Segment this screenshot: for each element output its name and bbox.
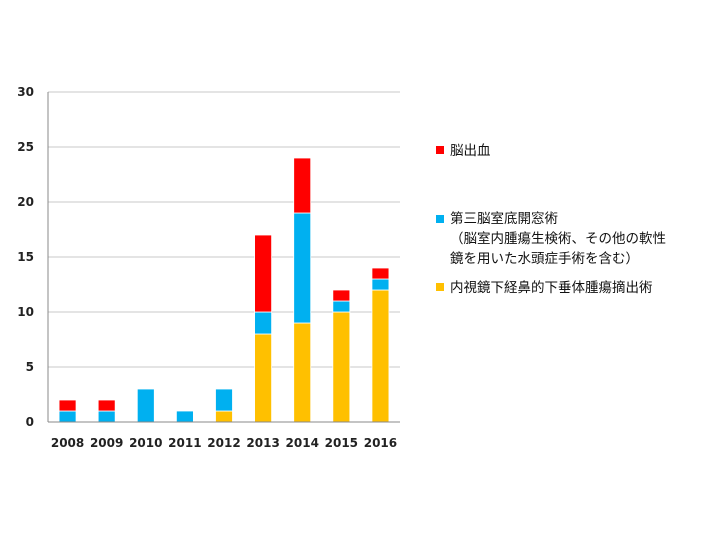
legend-item-hemorrhage: 脳出血 <box>436 140 716 161</box>
bar-segment-2014-series-1 <box>293 212 312 324</box>
bar-segment-2016-series-1 <box>371 278 390 291</box>
legend-label-ventriculostomy: 第三脳室底開窓術 <box>450 211 558 227</box>
x-tick-label-2013: 2013 <box>246 436 279 450</box>
legend-note-line-2: 鏡を用いた水頭症手術を含む） <box>450 251 639 267</box>
legend-swatch-blue <box>436 215 444 223</box>
bar-segment-2009-series-1 <box>97 410 116 423</box>
x-tick-label-2015: 2015 <box>325 436 358 450</box>
bar-segment-2011-series-1 <box>175 410 194 423</box>
x-tick-label-2012: 2012 <box>207 436 240 450</box>
y-tick-label-30: 30 <box>17 85 34 99</box>
bar-segment-2013-series-2 <box>254 234 273 313</box>
bar-segment-2015-series-0 <box>332 311 351 423</box>
y-tick-label-10: 10 <box>17 305 34 319</box>
bar-segment-2016-series-2 <box>371 267 390 280</box>
bar-segment-2009-series-2 <box>97 399 116 412</box>
x-tick-label-2009: 2009 <box>90 436 123 450</box>
y-tick-label-20: 20 <box>17 195 34 209</box>
bar-segment-2013-series-0 <box>254 333 273 423</box>
y-axis-ticks: 0 5 10 15 20 25 30 <box>17 85 34 429</box>
legend-item-pituitary: 内視鏡下経鼻的下垂体腫瘍摘出術 <box>436 277 716 298</box>
bar-segment-2010-series-1 <box>136 388 155 423</box>
x-tick-label-2014: 2014 <box>286 436 319 450</box>
x-tick-label-2016: 2016 <box>364 436 397 450</box>
y-tick-label-15: 15 <box>17 250 34 264</box>
bar-segment-2012-series-1 <box>215 388 233 412</box>
bar-segment-2008-series-2 <box>58 399 77 412</box>
bar-segment-2014-series-2 <box>293 157 312 214</box>
legend-item-ventriculostomy: 第三脳室底開窓術 （脳室内腫瘍生検術、その他の軟性 鏡を用いた水頭症手術を含む） <box>436 209 716 269</box>
x-axis-ticks: 2008 2009 2010 2011 2012 2013 2014 2015 2016 <box>51 436 397 450</box>
bar-segment-2013-series-1 <box>254 311 273 335</box>
legend-swatch-red <box>436 146 444 154</box>
legend-label-hemorrhage: 脳出血 <box>450 143 491 159</box>
bar-segment-2012-series-0 <box>215 410 233 423</box>
legend-note-line-1: （脳室内腫瘍生検術、その他の軟性 <box>450 231 666 247</box>
y-tick-label-25: 25 <box>17 140 34 154</box>
bar-segment-2008-series-1 <box>58 410 77 423</box>
legend-label-pituitary: 内視鏡下経鼻的下垂体腫瘍摘出術 <box>450 280 653 296</box>
x-tick-label-2011: 2011 <box>168 436 201 450</box>
x-tick-label-2010: 2010 <box>129 436 162 450</box>
legend-swatch-yellow <box>436 283 444 291</box>
bars <box>58 157 390 423</box>
bar-segment-2015-series-2 <box>332 289 351 302</box>
y-tick-label-5: 5 <box>26 360 34 374</box>
bar-segment-2015-series-1 <box>332 300 351 313</box>
legend: 脳出血 第三脳室底開窓術 （脳室内腫瘍生検術、その他の軟性 鏡を用いた水頭症手術… <box>436 140 716 308</box>
y-tick-label-0: 0 <box>26 415 34 429</box>
bar-segment-2014-series-0 <box>293 322 312 423</box>
bar-segment-2016-series-0 <box>371 289 390 423</box>
x-tick-label-2008: 2008 <box>51 436 84 450</box>
